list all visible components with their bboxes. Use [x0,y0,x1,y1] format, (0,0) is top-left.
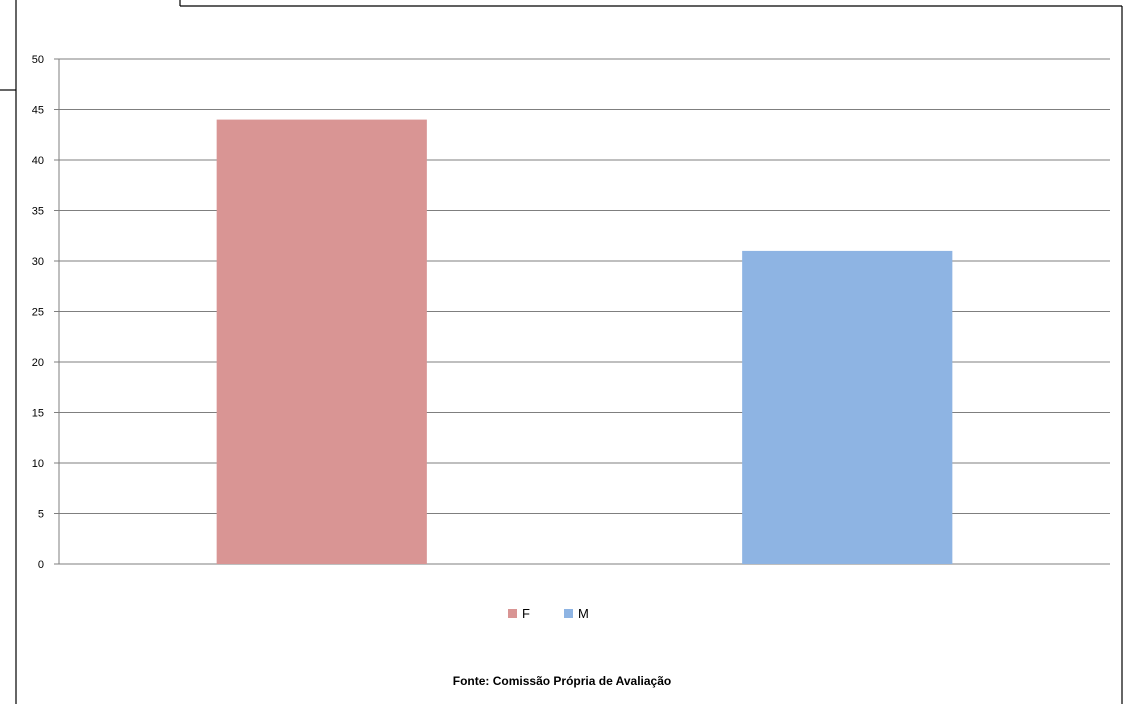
y-tick-label: 0 [38,559,44,571]
y-tick-label: 40 [32,155,44,167]
y-tick-label: 25 [32,307,44,319]
legend-label: F [522,606,530,621]
y-tick-label: 50 [32,54,44,66]
y-tick-label: 45 [32,105,44,117]
legend-swatch [564,609,573,618]
bar-f [216,119,427,564]
y-tick-label: 5 [38,509,44,521]
bars [216,119,953,564]
y-tick-label: 10 [32,458,44,470]
source-note: Fonte: Comissão Própria de Avaliação [453,674,672,688]
bar-m [742,250,953,564]
y-tick-label: 15 [32,408,44,420]
legend-swatch [508,609,517,618]
legend-item-m: M [564,606,589,621]
y-tick-label: 35 [32,206,44,218]
legend-label: M [578,606,589,621]
y-tick-label: 30 [32,256,44,268]
y-tick-label: 20 [32,357,44,369]
legend-item-f: F [508,606,530,621]
